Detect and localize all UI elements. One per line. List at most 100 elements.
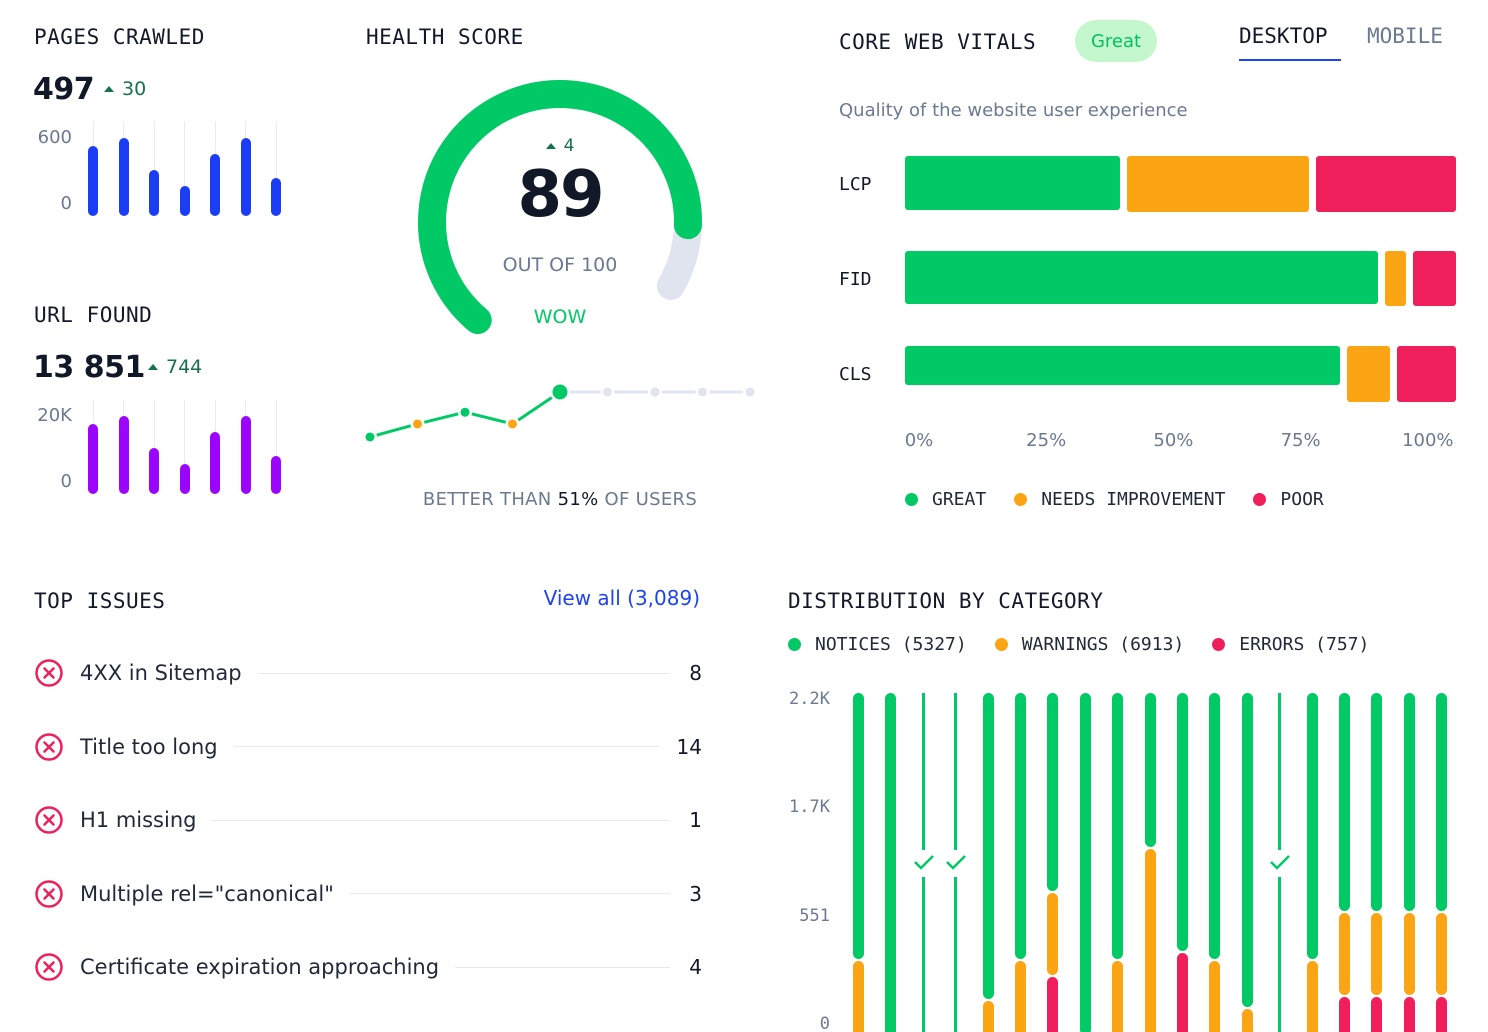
distribution-bar-segment[interactable] — [1079, 693, 1091, 1032]
distribution-bar-segment[interactable] — [853, 693, 864, 959]
cwv-bar-segment[interactable] — [1396, 346, 1456, 402]
issue-row[interactable]: Multiple rel="canonical" 3 — [34, 878, 702, 910]
trend-point[interactable] — [508, 419, 517, 429]
active-tab-indicator — [1239, 59, 1341, 61]
url-found-chart — [80, 400, 290, 496]
distribution-bar-segment[interactable] — [1177, 953, 1188, 1032]
distribution-bar-segment[interactable] — [853, 961, 864, 1032]
trend-point[interactable] — [460, 407, 470, 417]
pages-crawled-chart — [80, 122, 290, 218]
all-clear-line — [1278, 693, 1282, 850]
url-found-value: 13 851 — [33, 350, 145, 385]
distribution-bar-segment[interactable] — [1306, 961, 1318, 1032]
dist-y-tick: 551 — [799, 906, 830, 926]
error-circle-x-icon — [35, 732, 63, 761]
legend-dot-red-icon — [1212, 638, 1226, 651]
cwv-bar-segment[interactable] — [905, 346, 1340, 385]
distribution-bar-segment[interactable] — [1241, 1009, 1253, 1032]
issue-name: Multiple rel="canonical" — [80, 881, 334, 906]
issue-count: 4 — [689, 955, 702, 979]
distribution-bar-segment[interactable] — [1403, 913, 1415, 995]
distribution-legend: NOTICES (5327) WARNINGS (6913) ERRORS (7… — [788, 634, 1397, 655]
trend-point[interactable] — [365, 432, 375, 442]
cwv-bar-segment[interactable] — [905, 156, 1120, 210]
issue-leader-line — [212, 819, 670, 821]
distribution-bar-segment[interactable] — [982, 1001, 994, 1032]
trend-point[interactable] — [552, 384, 568, 400]
trend-point[interactable] — [745, 387, 755, 397]
issue-row[interactable]: Certificate expiration approaching 4 — [34, 951, 702, 983]
legend-poor-label: POOR — [1280, 489, 1324, 510]
cwv-bar-segment[interactable] — [1316, 156, 1456, 212]
distribution-bar-segment[interactable] — [1209, 961, 1221, 1032]
issue-count: 14 — [676, 734, 702, 759]
distribution-bar-segment[interactable] — [1339, 913, 1350, 995]
distribution-bar-segment[interactable] — [1403, 997, 1415, 1032]
distribution-bar-segment[interactable] — [1403, 693, 1415, 911]
all-clear-line — [921, 877, 925, 1032]
trend-segment — [417, 410, 466, 426]
issue-row[interactable]: H1 missing 1 — [34, 804, 702, 836]
distribution-bar-segment[interactable] — [1436, 997, 1448, 1032]
bar — [149, 169, 159, 216]
distribution-bar-segment[interactable] — [1371, 997, 1383, 1032]
distribution-bar-segment[interactable] — [1015, 693, 1026, 959]
distribution-bar-segment[interactable] — [885, 693, 897, 1032]
distribution-bar-segment[interactable] — [1177, 693, 1188, 951]
trend-point[interactable] — [650, 387, 660, 397]
distribution-bar-segment[interactable] — [1339, 693, 1350, 911]
distribution-bar-segment[interactable] — [1047, 693, 1059, 891]
dist-y-tick: 2.2K — [789, 689, 830, 709]
distribution-bar-segment[interactable] — [1047, 977, 1059, 1032]
view-all-issues-link[interactable]: View all (3,089) — [543, 586, 700, 610]
distribution-bar-segment[interactable] — [1371, 913, 1383, 995]
distribution-bar-segment[interactable] — [1241, 693, 1253, 1007]
better-than-prefix: BETTER THAN — [422, 489, 558, 510]
legend-poor: POOR — [1253, 489, 1324, 510]
distribution-bar-segment[interactable] — [982, 693, 994, 999]
distribution-bar-segment[interactable] — [1209, 693, 1221, 959]
distribution-bar-segment[interactable] — [1144, 849, 1156, 1032]
distribution-bar-segment[interactable] — [1047, 893, 1059, 975]
distribution-bar-segment[interactable] — [1144, 693, 1156, 847]
cwv-bar-segment[interactable] — [1346, 346, 1390, 402]
all-clear-line — [1278, 877, 1282, 1032]
cwv-bar-segment[interactable] — [1413, 251, 1456, 306]
issue-name: 4XX in Sitemap — [80, 661, 242, 685]
bar — [118, 416, 129, 494]
legend-dot-orange-icon — [1014, 493, 1028, 506]
trend-point[interactable] — [603, 387, 612, 397]
health-score-value: 89 — [517, 158, 604, 232]
distribution-chart — [840, 690, 1460, 1032]
issue-row[interactable]: Title too long 14 — [34, 731, 702, 763]
distribution-bar-segment[interactable] — [1371, 693, 1383, 911]
tab-mobile[interactable]: MOBILE — [1367, 24, 1443, 48]
distribution-bar-segment[interactable] — [1436, 913, 1448, 995]
health-score-delta: 4 — [400, 136, 720, 156]
cwv-bar-segment[interactable] — [905, 251, 1378, 304]
trend-point[interactable] — [698, 387, 707, 397]
legend-notices-label: NOTICES (5327) — [815, 634, 967, 655]
distribution-bar-segment[interactable] — [1339, 997, 1350, 1032]
distribution-bar-segment[interactable] — [1112, 961, 1124, 1032]
issue-row[interactable]: 4XX in Sitemap 8 — [34, 657, 702, 689]
gridline — [275, 400, 277, 494]
cwv-metric-label: LCP — [839, 174, 872, 195]
legend-warnings-label: WARNINGS (6913) — [1021, 634, 1185, 655]
gauge-svg — [418, 80, 702, 335]
cwv-bar-segment[interactable] — [1126, 156, 1310, 212]
distribution-bar-segment[interactable] — [1112, 693, 1124, 959]
pages-crawled-axis-min: 0 — [60, 193, 72, 214]
health-score-rating: WOW — [533, 306, 587, 328]
distribution-bar-segment[interactable] — [1015, 961, 1026, 1032]
legend-warnings: WARNINGS (6913) — [994, 634, 1185, 655]
cwv-metric-label: FID — [839, 269, 872, 290]
distribution-bar-segment[interactable] — [1306, 693, 1318, 959]
tab-desktop[interactable]: DESKTOP — [1239, 24, 1328, 48]
distribution-bar-segment[interactable] — [1436, 693, 1448, 911]
trend-point[interactable] — [413, 419, 422, 429]
trend-up-icon — [148, 364, 158, 370]
cwv-bar-segment[interactable] — [1384, 251, 1407, 306]
pages-crawled-axis-max: 600 — [37, 127, 72, 148]
url-found-axis-min: 0 — [60, 471, 72, 492]
